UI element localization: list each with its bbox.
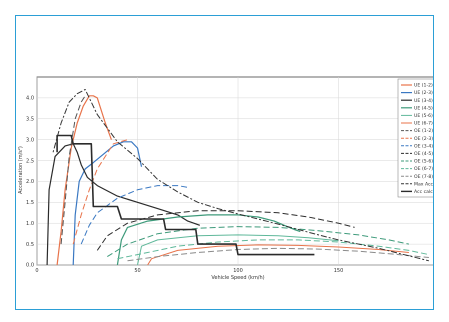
series-line-10 [96, 210, 355, 251]
y-tick-label: 2.5 [26, 158, 34, 164]
legend-entry: Max Acc [414, 181, 433, 187]
legend-entry: OE (2-3) [414, 136, 433, 142]
x-axis-label: Vehicle Speed (km/h) [211, 275, 264, 281]
y-tick-label: 0.0 [26, 263, 34, 269]
series-line-5 [137, 234, 339, 266]
series-line-3 [46, 143, 200, 266]
y-tick-label: 4.0 [26, 96, 34, 102]
legend-entry: Acc calc [414, 189, 433, 195]
plot-background [36, 76, 433, 266]
legend-entry: UE (6-7) [414, 121, 433, 127]
legend-entry: OE (3-4) [414, 143, 433, 149]
series-line-7 [60, 95, 86, 245]
series-line-9 [80, 185, 190, 245]
x-tick-label: 100 [233, 268, 243, 274]
y-tick-labels: 0.0 0.5 1.0 1.5 2.0 2.5 3.0 3.5 4.0 [26, 96, 34, 269]
legend-entry: OE (6-7) [414, 166, 433, 172]
figure-frame: 0.00.51.01.52.02.53.03.54.0 050100150200… [15, 15, 434, 310]
y-tick-label: 1.0 [26, 221, 34, 227]
plot-area [36, 76, 433, 266]
y-tick-label: 2.0 [26, 179, 34, 185]
series-line-15 [56, 134, 315, 256]
series-line-6 [147, 244, 409, 266]
x-tick-label: 50 [134, 268, 140, 274]
legend-entry: UE (1-2) [414, 83, 433, 89]
series-line-4 [116, 214, 301, 266]
y-tick-label: 3.5 [26, 116, 34, 122]
y-tick-label: 3.0 [26, 137, 34, 143]
legend-entry: OE (5-6) [414, 159, 433, 165]
legend-entry: UE (2-3) [414, 90, 433, 96]
series-line-12 [117, 239, 430, 260]
series-lines [46, 89, 430, 266]
x-tick-label: 0 [35, 268, 38, 274]
legend: UE (1-2)UE (2-3) UE (3-4)UE (4-5) UE (5-6)… [397, 78, 433, 198]
legend-entry: UE (3-4) [414, 98, 433, 104]
x-tick-labels: 050100150200 [35, 268, 344, 274]
series-line-2 [72, 141, 143, 266]
y-axis-label: Acceleration (m/s²) [18, 146, 24, 194]
y-tick-label: 0.5 [26, 242, 34, 248]
series-line-11 [107, 226, 410, 258]
acceleration-speed-chart: 0.00.51.01.52.02.53.03.54.0 050100150200… [18, 76, 433, 281]
legend-entry: OE (7-8) [414, 174, 433, 180]
series-line-8 [72, 139, 128, 245]
y-tick-label: 1.5 [26, 200, 34, 206]
legend-entry: UE (5-6) [414, 113, 433, 119]
series-line-1 [56, 95, 112, 266]
series-line-14 [52, 89, 430, 262]
legend-entry: UE (4-5) [414, 105, 433, 111]
legend-entry: OE (1-2) [414, 128, 433, 134]
x-tick-label: 150 [334, 268, 344, 274]
legend-entry: OE (4-5) [414, 151, 433, 157]
